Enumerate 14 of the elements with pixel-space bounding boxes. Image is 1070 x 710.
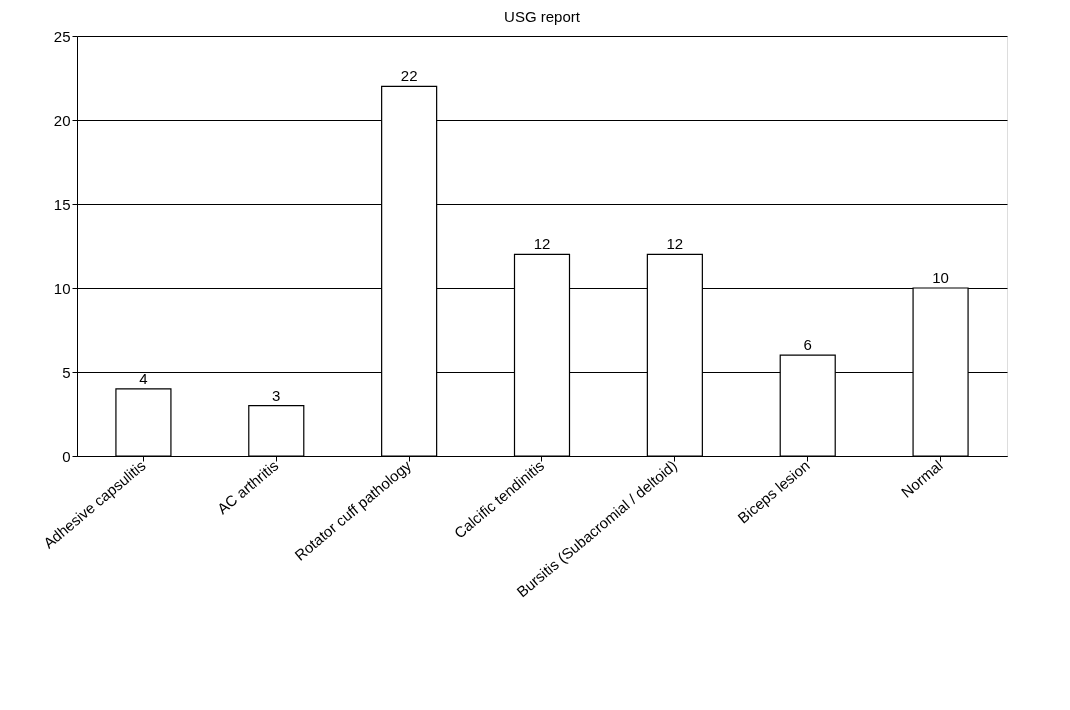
data-label: 4 (139, 369, 148, 387)
y-tick-label: 0 (62, 447, 71, 465)
y-tick-label: 25 (53, 27, 71, 45)
data-label: 12 (533, 235, 551, 253)
y-tick-label: 15 (53, 195, 71, 213)
data-label: 10 (932, 269, 949, 286)
y-tick-label: 10 (53, 279, 71, 297)
data-label: 12 (666, 235, 684, 253)
data-label: 3 (272, 386, 281, 404)
y-tick-label: 20 (53, 111, 71, 129)
data-label: 6 (803, 336, 812, 354)
y-tick-label: 5 (62, 363, 71, 381)
chart-title: USG report (504, 8, 581, 25)
data-label: 22 (400, 67, 418, 85)
